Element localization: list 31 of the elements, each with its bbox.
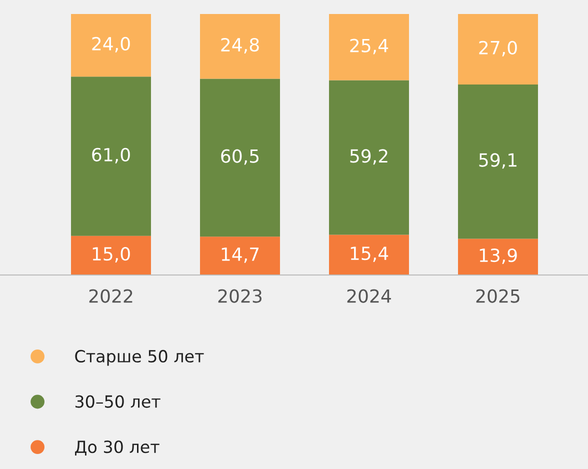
data-label: 15,4 xyxy=(350,246,388,262)
data-label: 13,9 xyxy=(480,248,517,264)
bar xyxy=(200,236,280,275)
legend-label: До 30 лет xyxy=(75,440,160,456)
bar xyxy=(329,234,409,275)
data-label: 27,0 xyxy=(479,40,517,56)
legend-label: 30–50 лет xyxy=(75,395,160,408)
x-tick-label: 2022 xyxy=(89,289,132,303)
bar xyxy=(458,14,538,84)
data-label: 24,0 xyxy=(92,36,130,52)
bar xyxy=(200,14,280,79)
x-tick-label: 2024 xyxy=(347,289,391,303)
bar xyxy=(71,14,151,77)
bar xyxy=(329,80,409,235)
legend-label: Старше 50 лет xyxy=(75,350,204,366)
bar xyxy=(71,236,151,275)
data-label: 14,7 xyxy=(222,248,259,263)
x-tick-label: 2023 xyxy=(218,289,262,303)
data-label: 59,1 xyxy=(479,153,516,169)
x-tick-label: 2025 xyxy=(476,289,520,303)
data-label: 25,4 xyxy=(350,38,388,54)
data-label: 59,2 xyxy=(350,149,388,165)
data-label: 24,8 xyxy=(221,38,259,54)
data-label: 60,5 xyxy=(221,149,259,165)
data-label: 61,0 xyxy=(92,148,130,164)
bar xyxy=(458,84,538,239)
data-label: 15,0 xyxy=(92,247,130,263)
bar xyxy=(200,78,280,237)
bar xyxy=(329,14,409,80)
bar xyxy=(458,238,538,275)
bar xyxy=(71,76,151,236)
